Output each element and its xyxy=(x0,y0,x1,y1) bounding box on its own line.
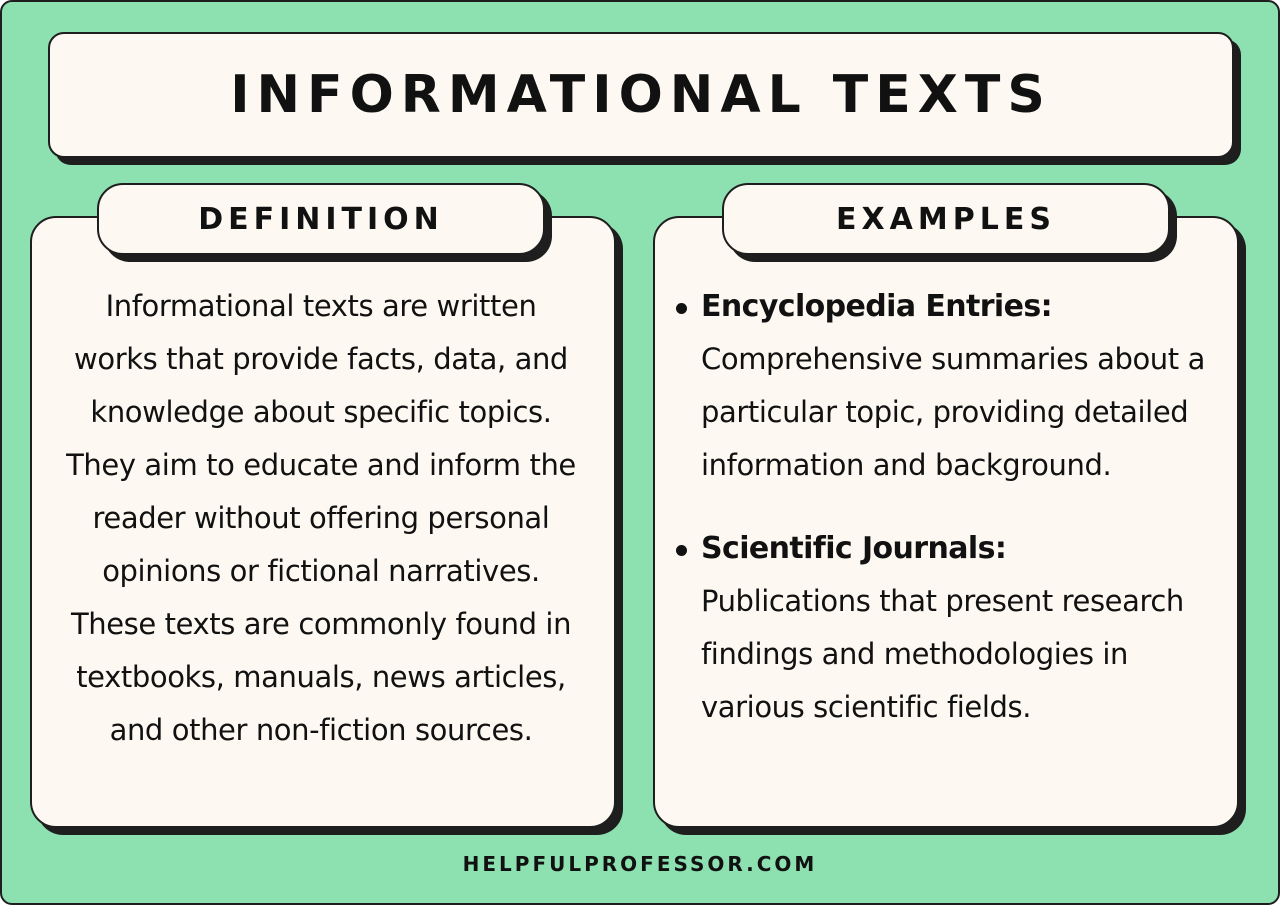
examples-list: Encyclopedia Entries: Comprehensive summ… xyxy=(670,280,1230,764)
examples-heading: EXAMPLES xyxy=(836,201,1056,237)
examples-panel xyxy=(653,216,1239,828)
example-description: Comprehensive summaries about a particul… xyxy=(701,342,1205,482)
definition-heading: DEFINITION xyxy=(198,201,444,237)
example-title: Scientific Journals: xyxy=(701,531,1007,566)
title-banner: INFORMATIONAL TEXTS xyxy=(48,32,1234,158)
bullet-icon xyxy=(676,303,687,314)
examples-tab: EXAMPLES xyxy=(722,183,1170,255)
bullet-icon xyxy=(676,545,687,556)
example-title: Encyclopedia Entries: xyxy=(701,289,1053,324)
list-item: Scientific Journals: Publications that p… xyxy=(670,522,1230,734)
footer-credit: HELPFULPROFESSOR.COM xyxy=(462,852,818,876)
example-description: Publications that present research findi… xyxy=(701,584,1184,724)
list-item: Encyclopedia Entries: Comprehensive summ… xyxy=(670,280,1230,492)
page-title: INFORMATIONAL TEXTS xyxy=(230,65,1052,125)
definition-text: Informational texts are written works th… xyxy=(66,289,576,747)
definition-tab: DEFINITION xyxy=(97,183,545,255)
definition-panel xyxy=(30,216,616,828)
